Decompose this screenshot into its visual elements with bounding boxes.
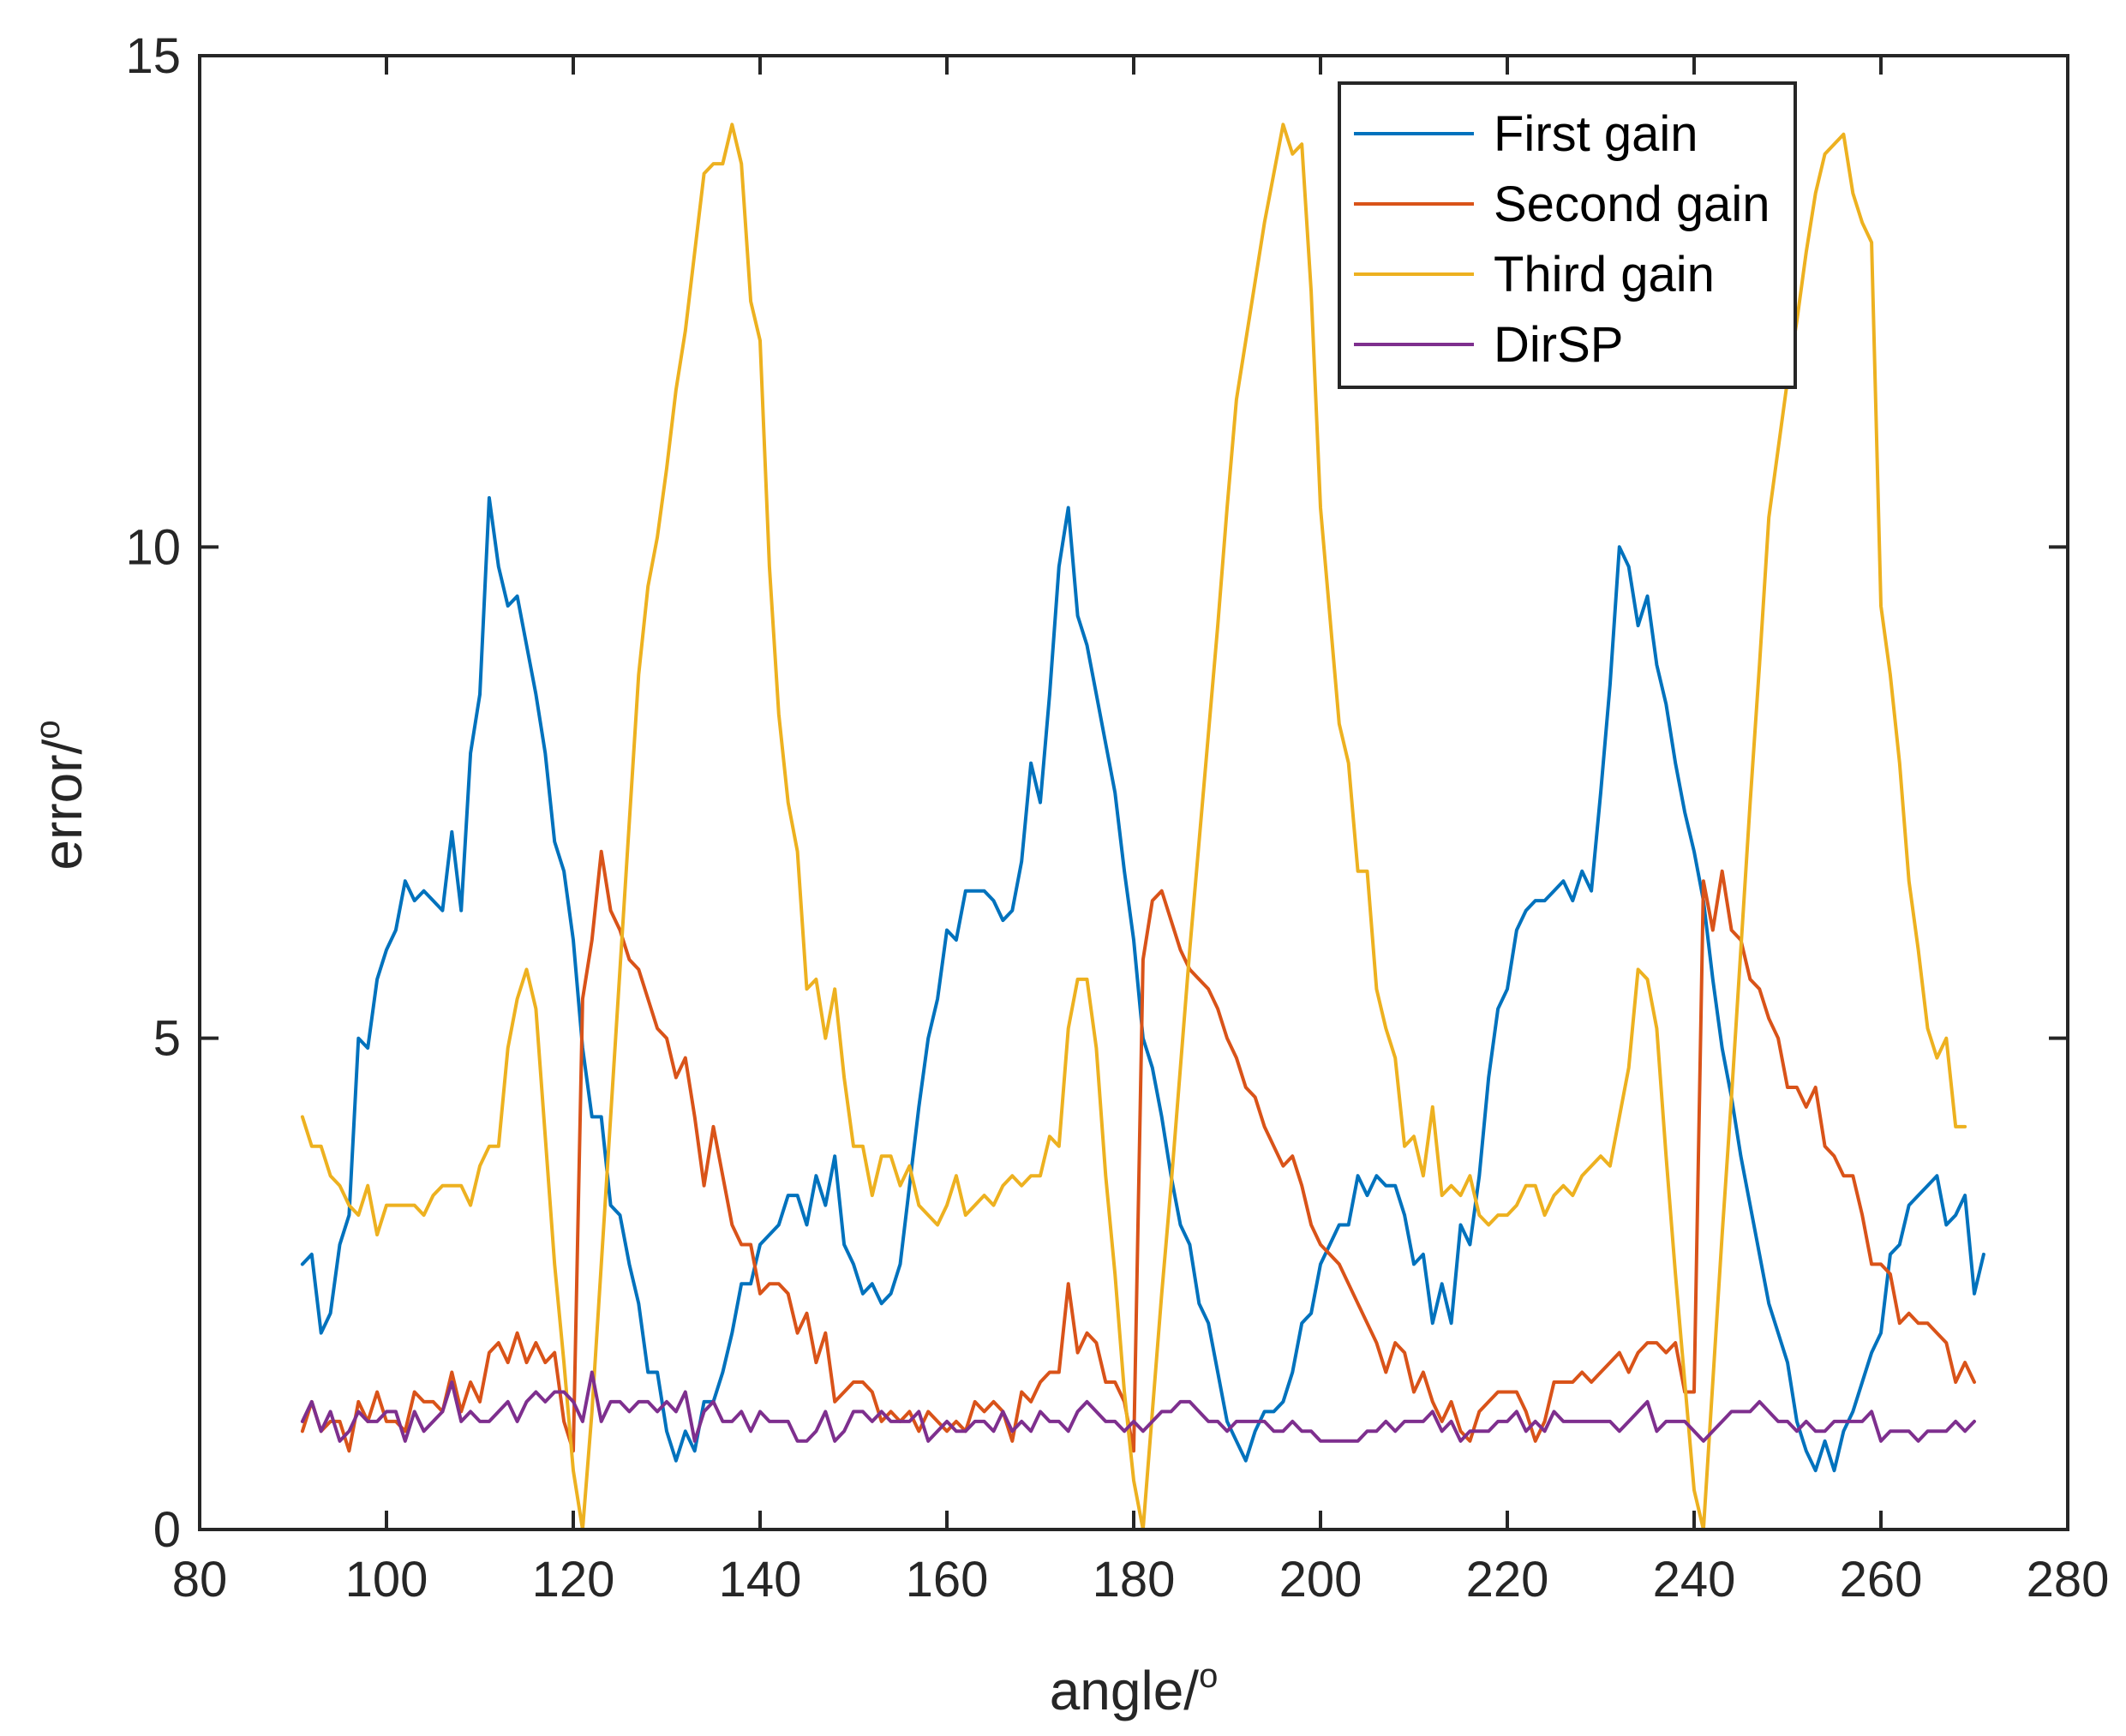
x-tick-label: 240	[1653, 1552, 1736, 1607]
y-tick-label: 0	[153, 1502, 181, 1558]
x-tick-label: 100	[345, 1552, 428, 1607]
y-axis-title-text: error/	[32, 739, 93, 870]
legend-label-first-gain: First gain	[1494, 106, 1698, 162]
series-line-second-gain	[300, 849, 1976, 1453]
x-tick-label: 120	[532, 1552, 615, 1607]
legend-label-second-gain: Second gain	[1494, 177, 1770, 232]
y-axis-title: error/o	[29, 720, 93, 870]
series-line-dirsp	[300, 1370, 1976, 1443]
y-tick-label: 15	[125, 28, 181, 84]
x-axis-title-text: angle/	[1050, 1660, 1200, 1721]
x-tick-label: 260	[1840, 1552, 1923, 1607]
x-tick-label: 180	[1093, 1552, 1176, 1607]
x-tick-label: 80	[172, 1552, 228, 1607]
x-axis-title-superscript: o	[1199, 1657, 1218, 1695]
x-axis-ticks: 80 100 120 140 160 180 200 220 240 260 280	[172, 56, 2110, 1607]
y-tick-label: 10	[125, 519, 181, 575]
x-axis-title: angle/o	[1050, 1657, 1219, 1721]
y-axis-ticks: 0 5 10 15	[125, 28, 2068, 1558]
legend-label-third-gain: Third gain	[1494, 247, 1715, 302]
x-tick-label: 220	[1466, 1552, 1549, 1607]
series-layer	[300, 123, 1985, 1531]
x-tick-label: 160	[906, 1552, 989, 1607]
x-tick-label: 140	[719, 1552, 802, 1607]
y-axis-title-superscript: o	[29, 720, 67, 739]
y-tick-label: 5	[153, 1011, 181, 1067]
series-line-third-gain	[300, 123, 1967, 1531]
legend-label-dirsp: DirSP	[1494, 317, 1623, 373]
legend: First gain Second gain Third gain DirSP	[1338, 81, 1797, 389]
x-tick-label: 280	[2027, 1552, 2110, 1607]
x-tick-label: 200	[1279, 1552, 1362, 1607]
